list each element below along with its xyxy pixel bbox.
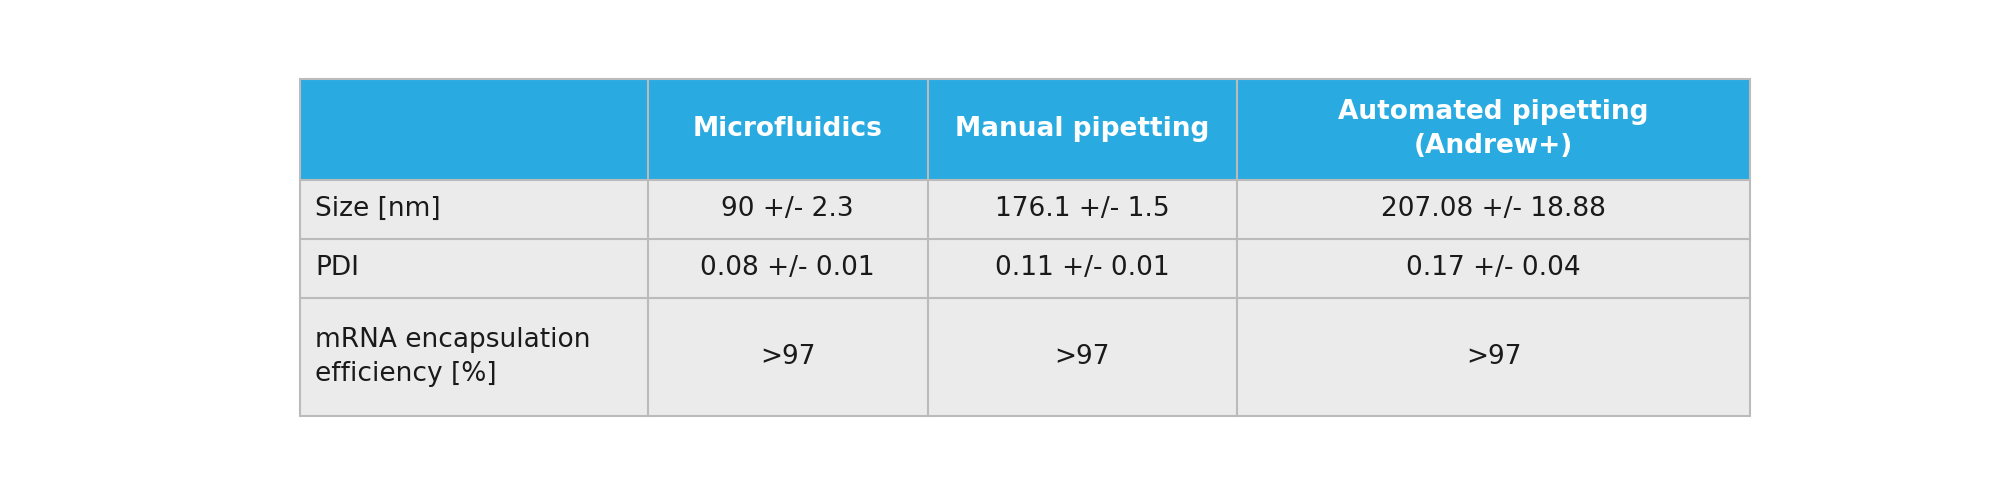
Text: mRNA encapsulation
efficiency [%]: mRNA encapsulation efficiency [%] [316, 327, 590, 387]
Text: >97: >97 [1054, 344, 1110, 370]
Text: 90 +/- 2.3: 90 +/- 2.3 [722, 196, 854, 223]
Text: Manual pipetting: Manual pipetting [956, 117, 1210, 142]
Bar [300, 79, 1750, 416]
Text: PDI: PDI [316, 255, 360, 281]
Bar [300, 79, 1750, 180]
Text: >97: >97 [760, 344, 816, 370]
Bar [300, 239, 1750, 298]
Text: Automated pipetting
(Andrew+): Automated pipetting (Andrew+) [1338, 100, 1648, 159]
Text: 0.17 +/- 0.04: 0.17 +/- 0.04 [1406, 255, 1580, 281]
Bar [300, 180, 1750, 239]
Text: Size [nm]: Size [nm] [316, 196, 440, 223]
Text: 0.08 +/- 0.01: 0.08 +/- 0.01 [700, 255, 876, 281]
Bar [300, 298, 1750, 416]
Text: 176.1 +/- 1.5: 176.1 +/- 1.5 [994, 196, 1170, 223]
Text: >97: >97 [1466, 344, 1522, 370]
Text: Microfluidics: Microfluidics [692, 117, 882, 142]
Text: 0.11 +/- 0.01: 0.11 +/- 0.01 [994, 255, 1170, 281]
Text: 207.08 +/- 18.88: 207.08 +/- 18.88 [1382, 196, 1606, 223]
